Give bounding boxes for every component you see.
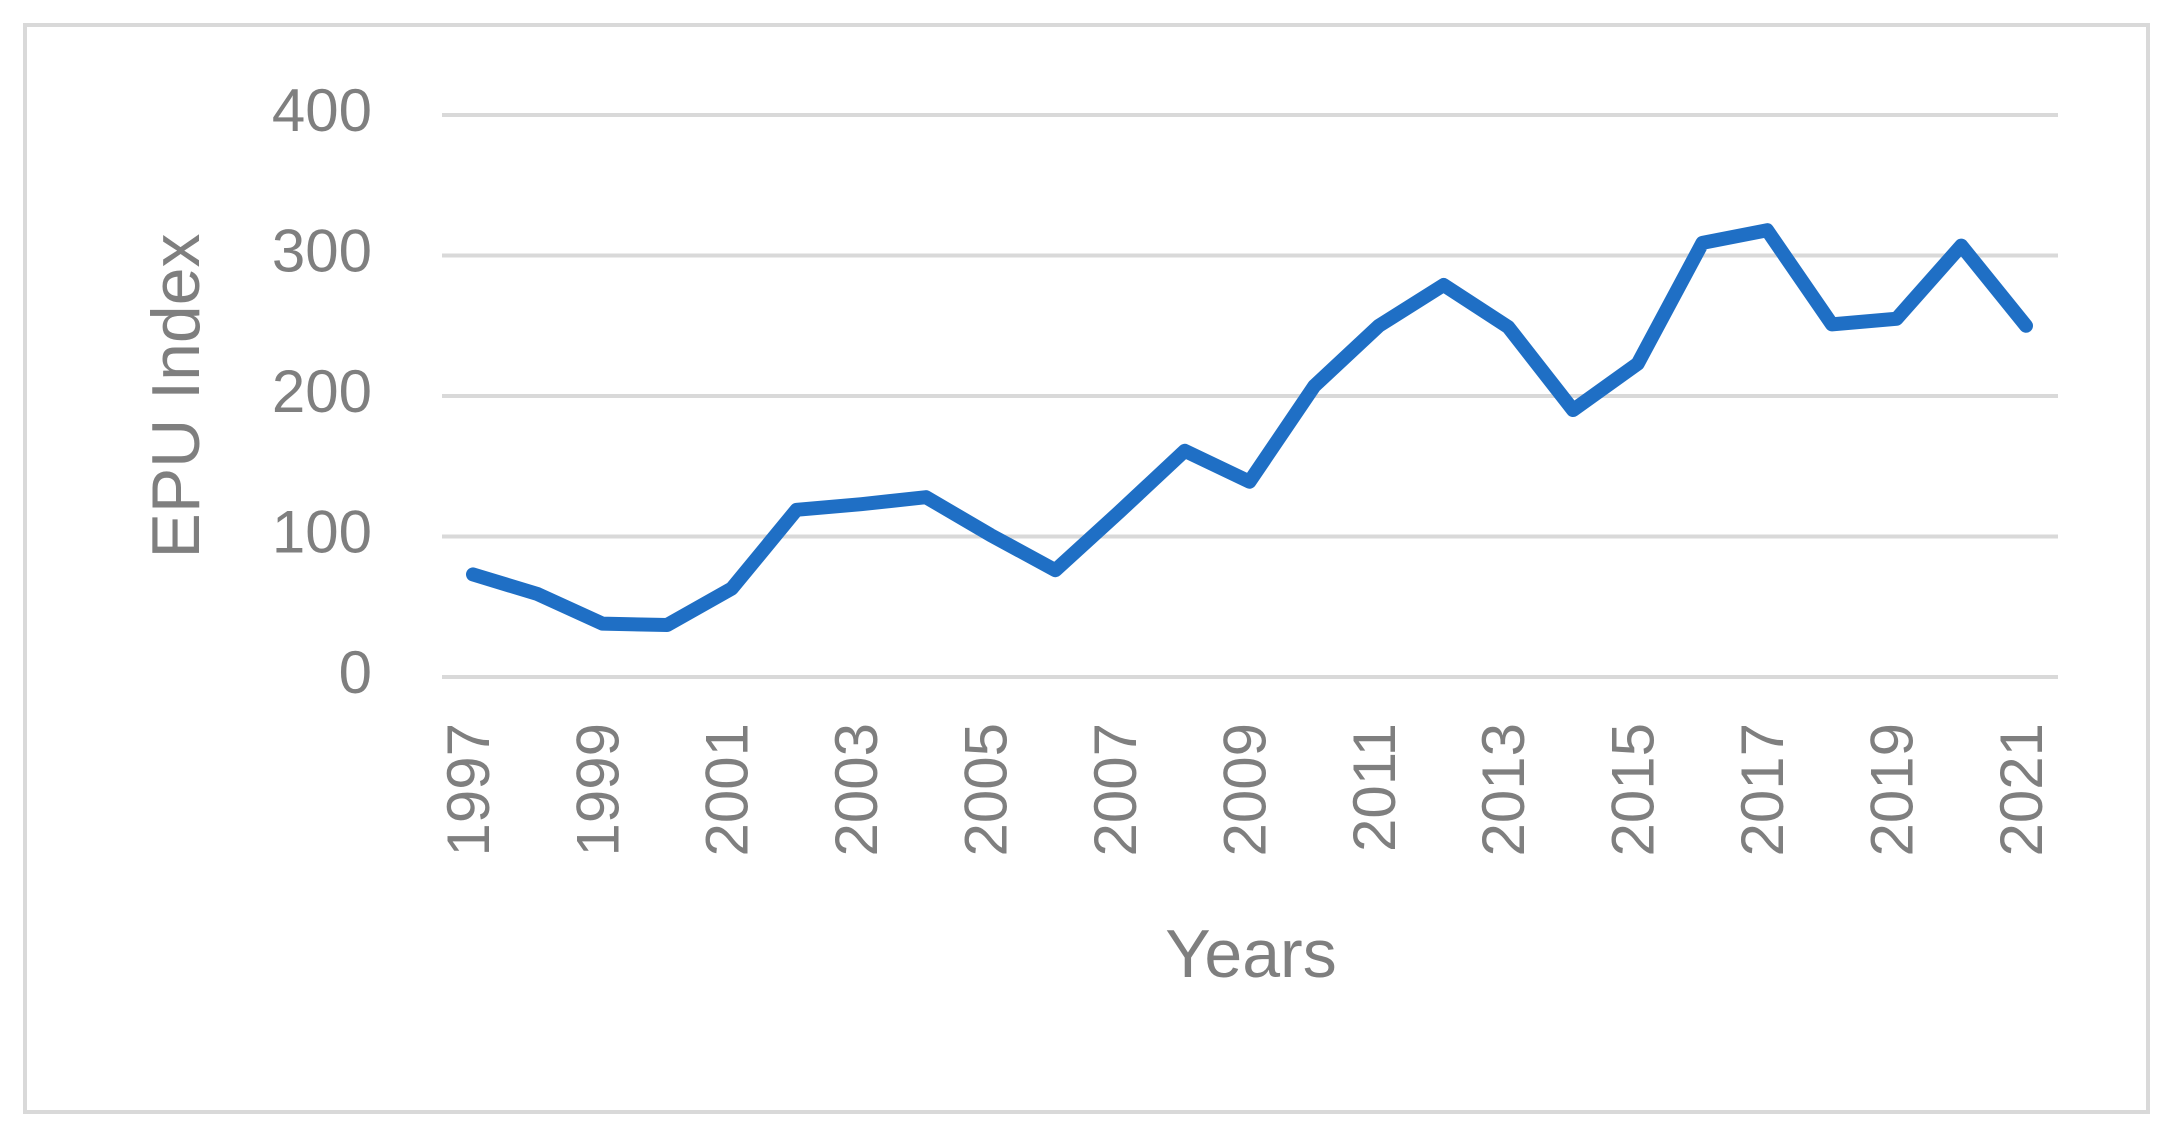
x-tick-label: 2017	[1729, 723, 1796, 856]
x-tick-label: 2015	[1600, 723, 1667, 856]
x-tick-label: 1999	[564, 723, 631, 856]
x-tick-label: 2019	[1858, 723, 1925, 856]
x-tick-label: 2003	[823, 723, 890, 856]
x-axis-title: Years	[1165, 916, 1336, 992]
chart-frame	[23, 23, 2150, 1114]
y-tick-label: 100	[272, 498, 372, 565]
x-tick-label: 2013	[1470, 723, 1537, 856]
y-tick-label: 0	[339, 639, 372, 706]
data-line	[466, 223, 2033, 633]
x-tick-label: 1997	[435, 723, 502, 856]
x-tick-label: 2011	[1341, 723, 1408, 852]
x-tick-label: 2021	[1988, 723, 2055, 856]
y-axis-title: EPU Index	[138, 233, 214, 558]
y-tick-label: 400	[272, 77, 372, 144]
x-tick-label: 2005	[953, 723, 1020, 856]
x-tick-label: 2007	[1082, 723, 1149, 856]
y-tick-label: 200	[272, 358, 372, 425]
x-tick-label: 2001	[694, 723, 761, 856]
y-tick-label: 300	[272, 217, 372, 284]
x-tick-label: 2009	[1211, 723, 1278, 856]
